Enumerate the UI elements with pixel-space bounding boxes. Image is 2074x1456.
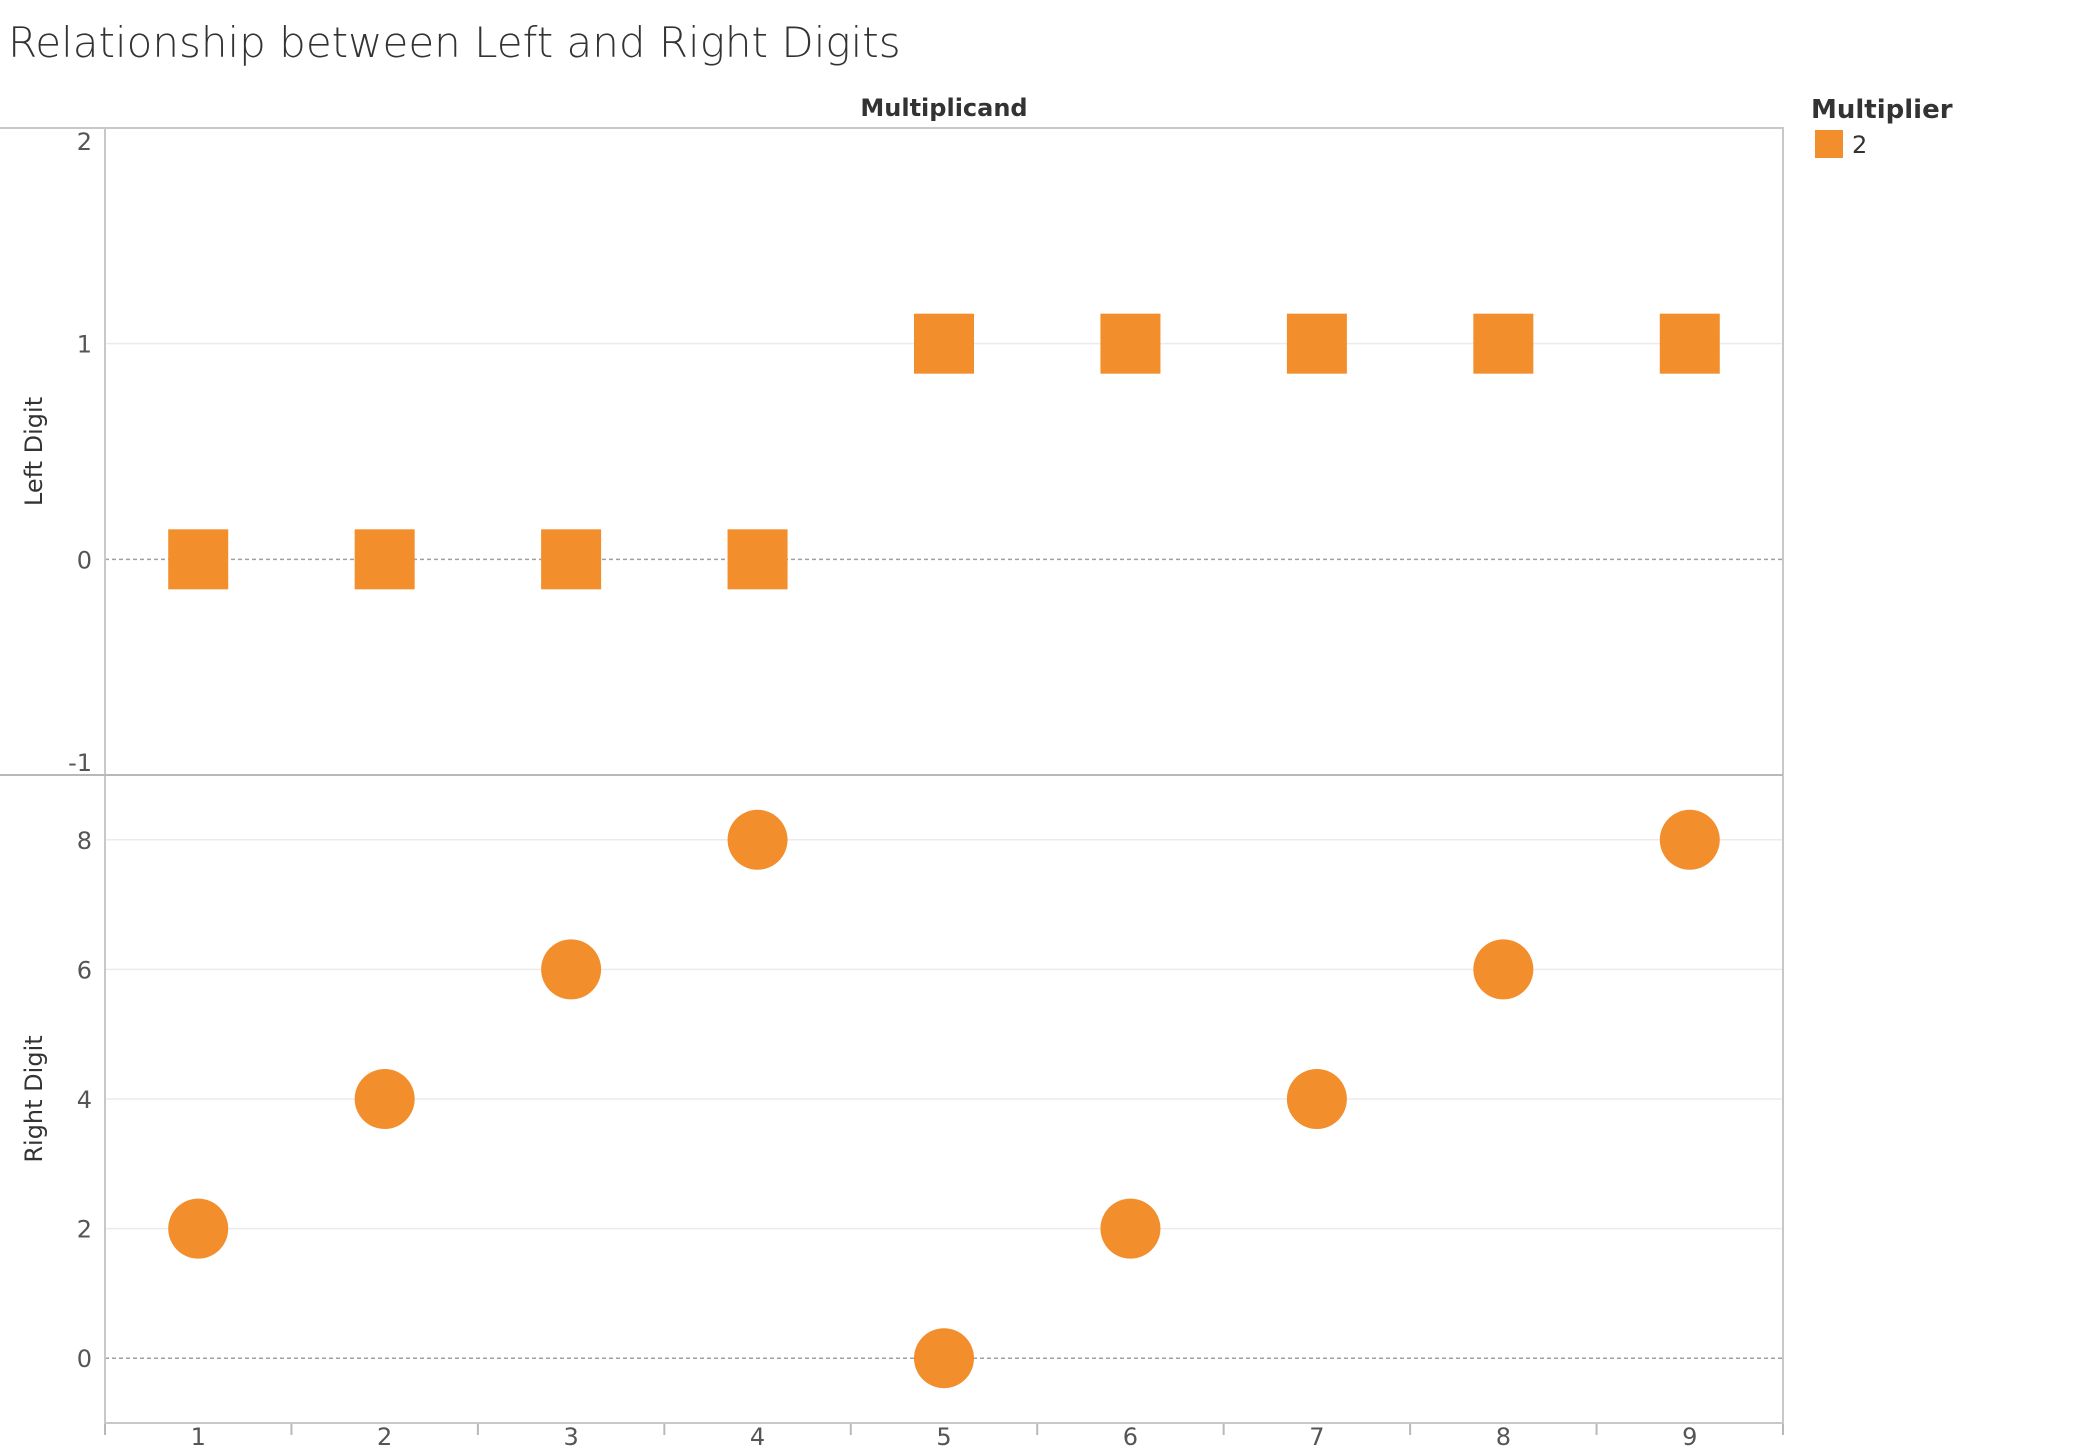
x-tick-label: 4 [750, 1423, 765, 1451]
data-point-circle [541, 939, 602, 1000]
data-point-circle [914, 1328, 974, 1389]
plot-area: 2 1 0 -1 Left Digit 8 6 4 2 0 Right Digit 1 2 3 4 5 6 7 8 9 [0, 127, 1784, 1451]
y-tick-label: 2 [77, 128, 92, 156]
legend-item-label: 2 [1852, 131, 1867, 159]
x-tick-label: 2 [377, 1423, 392, 1451]
y-tick-label: 0 [77, 546, 92, 574]
y-tick-label: 4 [77, 1086, 92, 1114]
chart-title: Relationship between Left and Right Digi… [8, 18, 901, 67]
x-tick-label: 5 [936, 1423, 951, 1451]
data-point-square [354, 529, 415, 590]
data-point-square [1100, 313, 1161, 374]
data-point-circle [1473, 939, 1534, 1000]
x-tick-label: 3 [563, 1423, 578, 1451]
x-tick-label: 6 [1123, 1423, 1138, 1451]
y-axis-title: Left Digit [20, 397, 48, 506]
data-point-circle [168, 1198, 229, 1259]
data-point-square [914, 313, 974, 374]
y-tick-label: 8 [77, 827, 92, 855]
data-point-square [727, 529, 788, 590]
legend-swatch[interactable] [1815, 130, 1843, 158]
data-point-square [1659, 313, 1720, 374]
x-tick-label: 7 [1309, 1423, 1324, 1451]
data-point-circle [354, 1069, 415, 1129]
legend: Multiplier 2 [1811, 95, 1953, 159]
data-point-circle [1659, 809, 1720, 870]
y-tick-label: 1 [77, 331, 92, 359]
data-point-square [1473, 313, 1534, 374]
data-point-square [541, 529, 602, 590]
column-header-multiplicand: Multiplicand [860, 94, 1027, 122]
y-tick-label: 6 [77, 956, 92, 984]
y-tick-label: 2 [77, 1216, 92, 1244]
data-point-square [168, 529, 229, 590]
y-tick-label: -1 [68, 749, 92, 777]
x-tick-label: 8 [1496, 1423, 1511, 1451]
x-tick-label: 1 [191, 1423, 206, 1451]
y-tick-label: 0 [77, 1345, 92, 1373]
y-axis-title: Right Digit [20, 1035, 48, 1162]
data-point-circle [727, 809, 788, 870]
data-point-circle [1286, 1069, 1347, 1129]
legend-title: Multiplier [1811, 95, 1953, 125]
data-point-circle [1100, 1198, 1161, 1259]
data-point-square [1286, 313, 1347, 374]
x-tick-label: 9 [1682, 1423, 1697, 1451]
